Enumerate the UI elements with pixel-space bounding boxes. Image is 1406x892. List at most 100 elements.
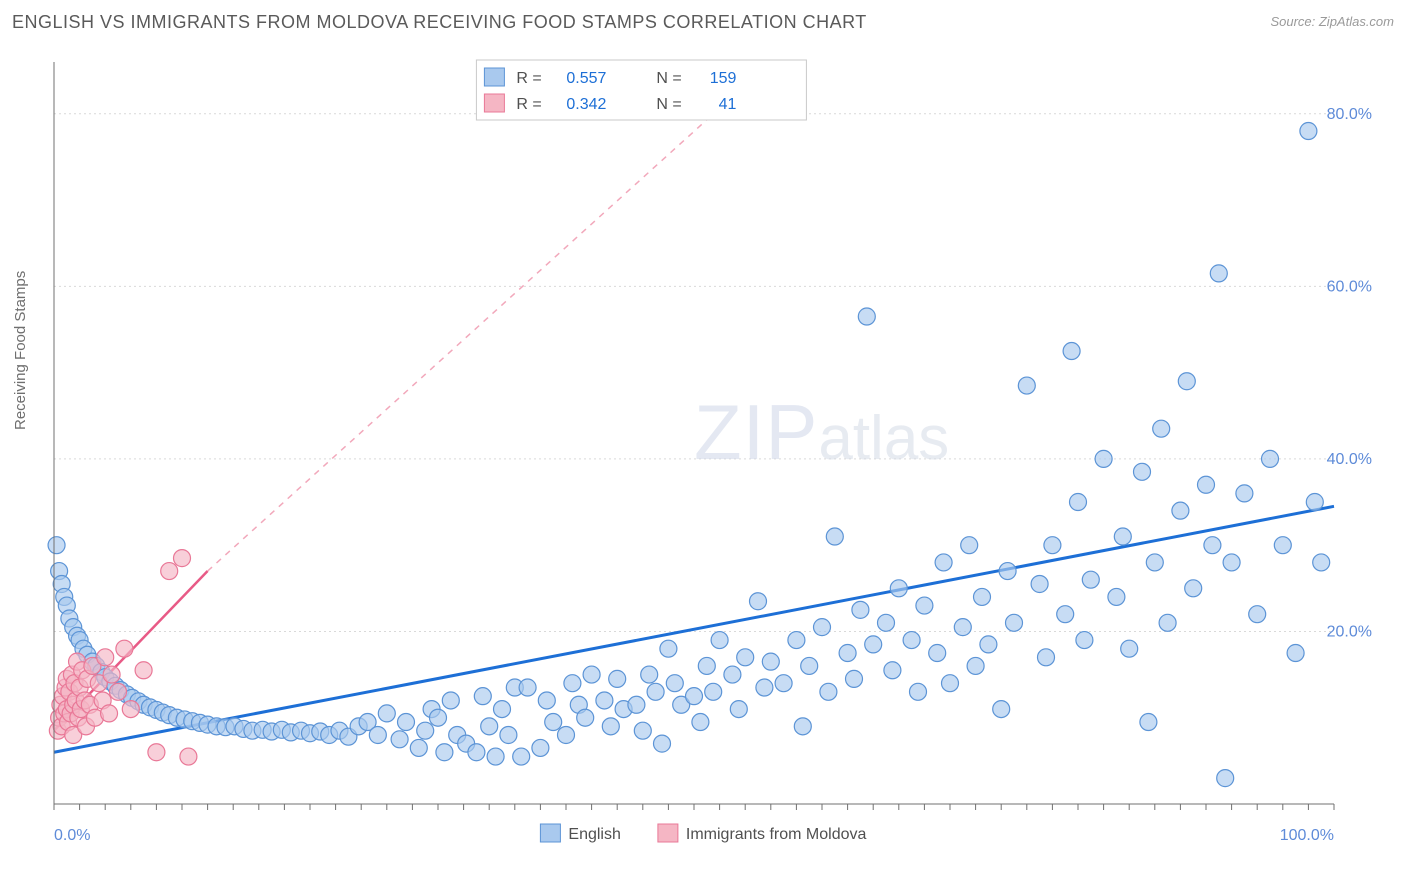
source-name: ZipAtlas.com: [1319, 14, 1394, 29]
data-point-english: [999, 563, 1016, 580]
data-point-english: [500, 726, 517, 743]
legend-n-label: N =: [656, 70, 681, 87]
data-point-english: [558, 726, 575, 743]
data-point-english: [513, 748, 530, 765]
data-point-english: [538, 692, 555, 709]
data-point-moldova: [174, 550, 191, 567]
data-point-english: [583, 666, 600, 683]
x-tick-label: 0.0%: [54, 827, 90, 844]
data-point-english: [1038, 649, 1055, 666]
data-point-english: [935, 554, 952, 571]
data-point-english: [1146, 554, 1163, 571]
data-point-english: [954, 619, 971, 636]
data-point-english: [1217, 770, 1234, 787]
data-point-english: [628, 696, 645, 713]
bottom-legend-swatch: [658, 824, 678, 842]
legend-n-value: 159: [710, 70, 737, 87]
data-point-english: [1082, 571, 1099, 588]
data-point-english: [942, 675, 959, 692]
data-point-english: [494, 701, 511, 718]
data-point-english: [1249, 606, 1266, 623]
data-point-english: [1236, 485, 1253, 502]
data-point-english: [430, 709, 447, 726]
data-point-moldova: [148, 744, 165, 761]
data-point-english: [1210, 265, 1227, 282]
data-point-english: [1076, 632, 1093, 649]
data-point-english: [730, 701, 747, 718]
data-point-english: [788, 632, 805, 649]
data-point-english: [1313, 554, 1330, 571]
data-point-moldova: [116, 640, 133, 657]
data-point-english: [577, 709, 594, 726]
data-point-english: [711, 632, 728, 649]
regression-line-english: [54, 506, 1334, 752]
data-point-english: [839, 645, 856, 662]
data-point-moldova: [122, 701, 139, 718]
data-point-english: [417, 722, 434, 739]
legend-r-label: R =: [516, 96, 541, 113]
data-point-english: [666, 675, 683, 692]
data-point-english: [1057, 606, 1074, 623]
data-point-moldova: [103, 666, 120, 683]
data-point-english: [903, 632, 920, 649]
data-point-english: [1287, 645, 1304, 662]
data-point-english: [398, 714, 415, 731]
data-point-english: [890, 580, 907, 597]
data-point-english: [737, 649, 754, 666]
y-axis-label: Receiving Food Stamps: [12, 271, 29, 430]
legend-r-label: R =: [516, 70, 541, 87]
y-tick-label: 20.0%: [1327, 623, 1372, 640]
data-point-english: [481, 718, 498, 735]
regression-line-moldova-extrapolated: [208, 62, 771, 571]
data-point-english: [1063, 343, 1080, 360]
data-point-english: [1274, 537, 1291, 554]
data-point-english: [410, 739, 427, 756]
data-point-english: [596, 692, 613, 709]
data-point-english: [1204, 537, 1221, 554]
data-point-english: [1134, 463, 1151, 480]
data-point-english: [878, 614, 895, 631]
data-point-english: [692, 714, 709, 731]
bottom-legend-label: Immigrants from Moldova: [686, 826, 867, 843]
data-point-english: [532, 739, 549, 756]
y-tick-label: 60.0%: [1327, 278, 1372, 295]
data-point-english: [1006, 614, 1023, 631]
data-point-english: [801, 657, 818, 674]
data-point-moldova: [161, 563, 178, 580]
chart-title: ENGLISH VS IMMIGRANTS FROM MOLDOVA RECEI…: [12, 12, 867, 32]
data-point-english: [545, 714, 562, 731]
data-point-english: [519, 679, 536, 696]
data-point-english: [1159, 614, 1176, 631]
data-point-moldova: [101, 705, 118, 722]
watermark: ZIPatlas: [694, 388, 949, 476]
data-point-english: [1044, 537, 1061, 554]
data-point-moldova: [110, 683, 127, 700]
data-point-english: [1108, 588, 1125, 605]
data-point-moldova: [135, 662, 152, 679]
data-point-english: [1070, 494, 1087, 511]
data-point-english: [820, 683, 837, 700]
data-point-english: [1306, 494, 1323, 511]
source-label: Source: ZipAtlas.com: [1270, 14, 1394, 29]
data-point-english: [1172, 502, 1189, 519]
data-point-english: [48, 537, 65, 554]
data-point-english: [647, 683, 664, 700]
source-prefix: Source:: [1270, 14, 1318, 29]
data-point-english: [929, 645, 946, 662]
legend-n-label: N =: [656, 96, 681, 113]
data-point-english: [564, 675, 581, 692]
data-point-english: [660, 640, 677, 657]
data-point-english: [1095, 450, 1112, 467]
chart-header: ENGLISH VS IMMIGRANTS FROM MOLDOVA RECEI…: [12, 12, 1394, 38]
data-point-english: [698, 657, 715, 674]
chart-area: ZIPatlas20.0%40.0%60.0%80.0%0.0%100.0%R …: [44, 44, 1384, 824]
data-point-english: [654, 735, 671, 752]
data-point-english: [686, 688, 703, 705]
data-point-english: [705, 683, 722, 700]
x-tick-label: 100.0%: [1280, 827, 1334, 844]
data-point-english: [967, 657, 984, 674]
data-point-english: [980, 636, 997, 653]
data-point-english: [378, 705, 395, 722]
data-point-english: [884, 662, 901, 679]
data-point-english: [468, 744, 485, 761]
